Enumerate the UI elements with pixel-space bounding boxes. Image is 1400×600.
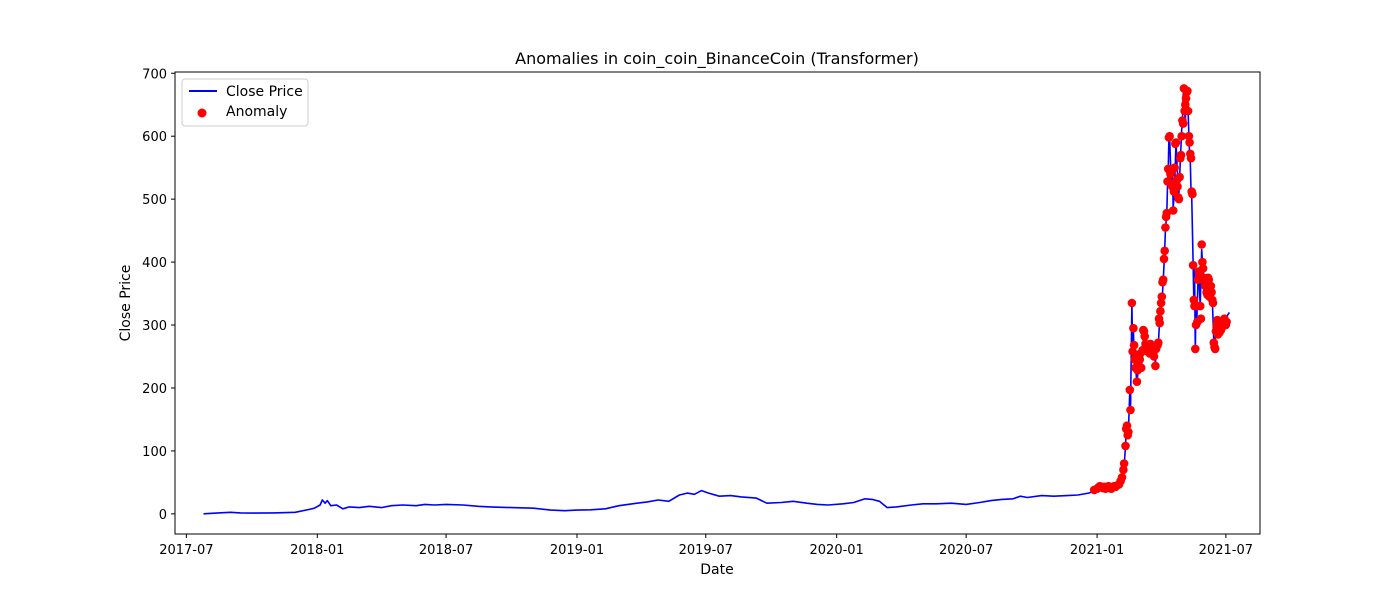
- anomaly-point: [1125, 385, 1135, 395]
- axes-frame: [174, 71, 1261, 535]
- anomaly-point: [1132, 377, 1142, 387]
- y-tick-label: 400: [142, 256, 167, 271]
- anomaly-point: [1186, 153, 1196, 163]
- y-tick-label: 200: [142, 382, 167, 397]
- anomaly-point: [1170, 163, 1179, 172]
- anomaly-point: [1196, 314, 1206, 324]
- x-tick-label: 2021-07: [1199, 543, 1253, 558]
- x-tick-label: 2020-07: [939, 543, 993, 558]
- y-axis-label: Close Price: [118, 265, 134, 342]
- anomaly-point: [1206, 281, 1216, 291]
- x-tick-label: 2018-01: [290, 543, 344, 558]
- anomaly-point: [1136, 363, 1146, 373]
- y-axis: 0 100 200 300 400 500 600 700: [142, 67, 175, 523]
- anomaly-point: [1184, 131, 1194, 141]
- x-tick-label: 2019-01: [550, 543, 604, 558]
- legend-label-anomaly: Anomaly: [226, 104, 287, 120]
- y-tick-label: 600: [142, 130, 167, 145]
- anomaly-point: [1188, 260, 1198, 270]
- anomaly-point: [1183, 86, 1192, 96]
- anomaly-point: [1119, 465, 1128, 475]
- legend: Close Price Anomaly: [181, 78, 309, 127]
- x-axis: 2017-07 2018-01 2018-07 2019-01 2019-07 2020-…: [159, 534, 1253, 558]
- y-tick-label: 0: [159, 508, 167, 523]
- anomaly-point: [1151, 361, 1160, 371]
- x-axis-label: Date: [700, 562, 733, 578]
- y-tick-label: 500: [142, 193, 167, 208]
- x-tick-label: 2018-07: [419, 543, 473, 558]
- anomaly-point: [1198, 264, 1208, 273]
- anomaly-point: [1174, 194, 1184, 204]
- anomaly-point: [1155, 318, 1164, 328]
- anomaly-point: [1165, 131, 1174, 141]
- anomaly-point: [1156, 306, 1165, 316]
- anomaly-point: [1117, 473, 1127, 482]
- anomaly-point: [1129, 323, 1138, 333]
- anomaly-point: [1197, 240, 1206, 249]
- chart-title: Anomalies in coin_coin_BinanceCoin (Tran…: [515, 49, 919, 69]
- anomaly-point: [1168, 206, 1178, 215]
- anomaly-point: [1158, 275, 1168, 285]
- anomaly-point: [1154, 338, 1163, 348]
- x-tick-label: 2021-01: [1070, 543, 1124, 558]
- anomaly-point: [1159, 254, 1169, 264]
- anomaly-point: [1124, 427, 1133, 437]
- anomaly-point: [1210, 344, 1220, 354]
- anomaly-point: [1126, 405, 1135, 415]
- anomaly-point: [1188, 189, 1197, 199]
- x-tick-label: 2020-01: [810, 543, 864, 558]
- anomaly-point: [1127, 298, 1137, 308]
- y-tick-label: 700: [142, 67, 167, 82]
- anomaly-point: [1185, 138, 1194, 147]
- legend-label-close-price: Close Price: [226, 84, 303, 100]
- anomaly-point: [1149, 352, 1159, 361]
- anomaly-point: [1208, 298, 1218, 308]
- anomaly-point: [1207, 288, 1216, 297]
- anomaly-point: [1195, 301, 1205, 311]
- y-tick-label: 100: [142, 445, 167, 460]
- plot-area: [174, 71, 1261, 535]
- legend-dot-swatch: [197, 108, 207, 118]
- anomaly-point: [1161, 223, 1170, 232]
- anomaly-point: [1156, 298, 1166, 308]
- anomaly-point: [1176, 150, 1186, 160]
- anomaly-point: [1157, 292, 1167, 302]
- anomaly-point: [1177, 131, 1186, 141]
- anomaly-markers: [1089, 84, 1231, 495]
- anomaly-point: [1140, 332, 1149, 341]
- anomaly-point: [1135, 355, 1145, 364]
- x-tick-label: 2017-07: [159, 543, 213, 558]
- anomaly-point: [1181, 94, 1191, 103]
- x-tick-label: 2019-07: [679, 543, 733, 558]
- anomaly-point: [1183, 106, 1193, 116]
- anomaly-point: [1198, 257, 1207, 267]
- anomaly-point: [1129, 340, 1139, 350]
- y-tick-label: 300: [142, 319, 167, 334]
- anomaly-point: [1173, 182, 1182, 191]
- anomaly-point: [1175, 172, 1184, 182]
- anomaly-point: [1119, 459, 1129, 468]
- anomaly-point: [1178, 119, 1188, 128]
- anomaly-point: [1121, 441, 1130, 451]
- anomaly-point: [1222, 317, 1231, 327]
- anomaly-point: [1191, 344, 1200, 354]
- anomaly-point: [1171, 138, 1181, 147]
- anomaly-point: [1160, 246, 1169, 256]
